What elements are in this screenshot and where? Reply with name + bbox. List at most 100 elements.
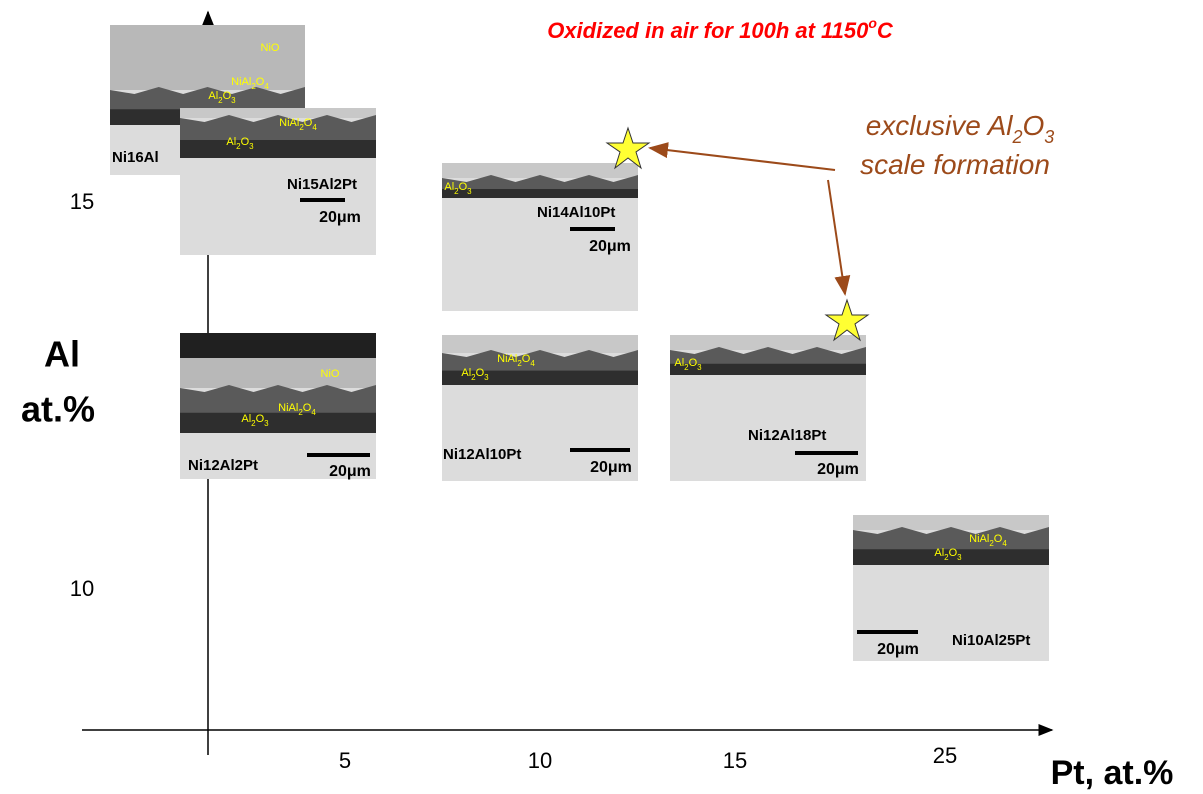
x-axis-label: Pt, at.% [1051,754,1174,792]
scale-label: 20μm [319,209,361,226]
text-part: Al [444,181,454,193]
phase-label: NiO [261,42,280,54]
text-part: O [303,402,312,414]
scale-label: 20μm [589,238,631,255]
text-part: Al [241,413,251,425]
phase-label: NiAl2O4 [497,353,535,368]
oxide-inner [442,189,638,198]
text-part: O [459,181,468,193]
text-part: 2 [236,142,241,151]
text-part: 4 [312,123,317,132]
sample-name: Ni12Al10Pt [443,446,521,463]
text-part: O [256,413,265,425]
text-part: 2 [684,363,689,372]
text-part: 2 [251,82,256,91]
sample-name: Ni10Al25Pt [952,632,1030,649]
sample-name: Ni12Al2Pt [188,457,258,474]
phase-label: NiAl2O4 [969,533,1007,548]
text-part: 3 [467,187,472,196]
text-part: 4 [264,82,269,91]
y-axis-label: at.% [21,389,95,430]
phase-label: NiAl2O4 [231,76,269,91]
text-part: O [522,353,531,365]
text-part: scale formation [860,149,1050,180]
x-tick-label: 25 [933,743,957,768]
text-part: 2 [944,553,949,562]
micrograph: NiAl2O4 Al2O3 Ni12Al10Pt 20μm [442,335,638,481]
text-part: 4 [1002,539,1007,548]
scale-label: 20μm [817,461,859,478]
text-part: 3 [957,553,962,562]
scale-label: 20μm [590,459,632,476]
text-part: Al [934,547,944,559]
text-part: O [1023,110,1045,141]
sample-name: Ni14Al10Pt [537,204,615,221]
text-part: O [994,533,1003,545]
text-part: 2 [218,96,223,105]
text-part: 2 [989,539,994,548]
text-part: Al [208,90,218,102]
text-part: 3 [249,142,254,151]
text-part: O [223,90,232,102]
text-part: NiO [261,42,280,54]
text-part: 3 [264,419,269,428]
micrograph-top [442,163,638,178]
sample-name: Ni16Al [112,149,159,166]
text-part: O [949,547,958,559]
phase-label: Al2O3 [934,547,962,562]
text-part: Oxidized in air for 100h at 1150 [547,18,869,43]
text-part: 3 [1044,127,1054,147]
x-tick-label: 10 [528,748,552,773]
micrograph-top [180,108,376,118]
text-part: 3 [697,363,702,372]
annotation: exclusive Al2O3 [866,110,1055,146]
text-part: 3 [231,96,236,105]
star [605,126,651,170]
micrograph: Al2O3 Ni14Al10Pt 20μm [442,163,638,311]
star [824,298,870,342]
text-part: O [304,117,313,129]
oxide-inner [853,549,1049,565]
phase-label: Al2O3 [241,413,269,428]
text-part: NiO [321,368,340,380]
text-part: exclusive Al [866,110,1014,141]
text-part: NiAl [969,533,989,545]
micrograph-dark [180,333,376,358]
micrograph-top [853,515,1049,530]
y-tick-label: 10 [70,576,94,601]
title: Oxidized in air for 100h at 1150oC [547,15,894,43]
text-part: O [476,367,485,379]
sample-name: Ni15Al2Pt [287,176,357,193]
text-part: 3 [484,373,489,382]
text-part: 2 [1011,127,1022,147]
text-part: NiAl [231,76,251,88]
phase-label: Al2O3 [226,136,254,151]
micrograph-top [670,335,866,350]
phase-label: NiO [321,368,340,380]
oxide-inner [670,363,866,375]
text-part: 2 [251,419,256,428]
x-tick-label: 5 [339,748,351,773]
y-axis-label: Al [44,334,80,375]
text-part: Al [226,136,236,148]
text-part: O [256,76,265,88]
text-part: C [877,18,894,43]
text-part: 2 [454,187,459,196]
text-part: 2 [298,408,303,417]
text-part: 4 [311,408,316,417]
oxide-inner [180,412,376,433]
arrow [827,179,851,296]
phase-label: Al2O3 [461,367,489,382]
micrograph-top [110,25,305,90]
phase-label: NiAl2O4 [278,402,316,417]
text-part: 2 [471,373,476,382]
text-part: O [241,136,250,148]
phase-label: Al2O3 [208,90,236,105]
x-tick-label: 15 [723,748,747,773]
text-part: NiAl [497,353,517,365]
text-part: 2 [517,359,522,368]
scale-label: 20μm [329,463,371,480]
